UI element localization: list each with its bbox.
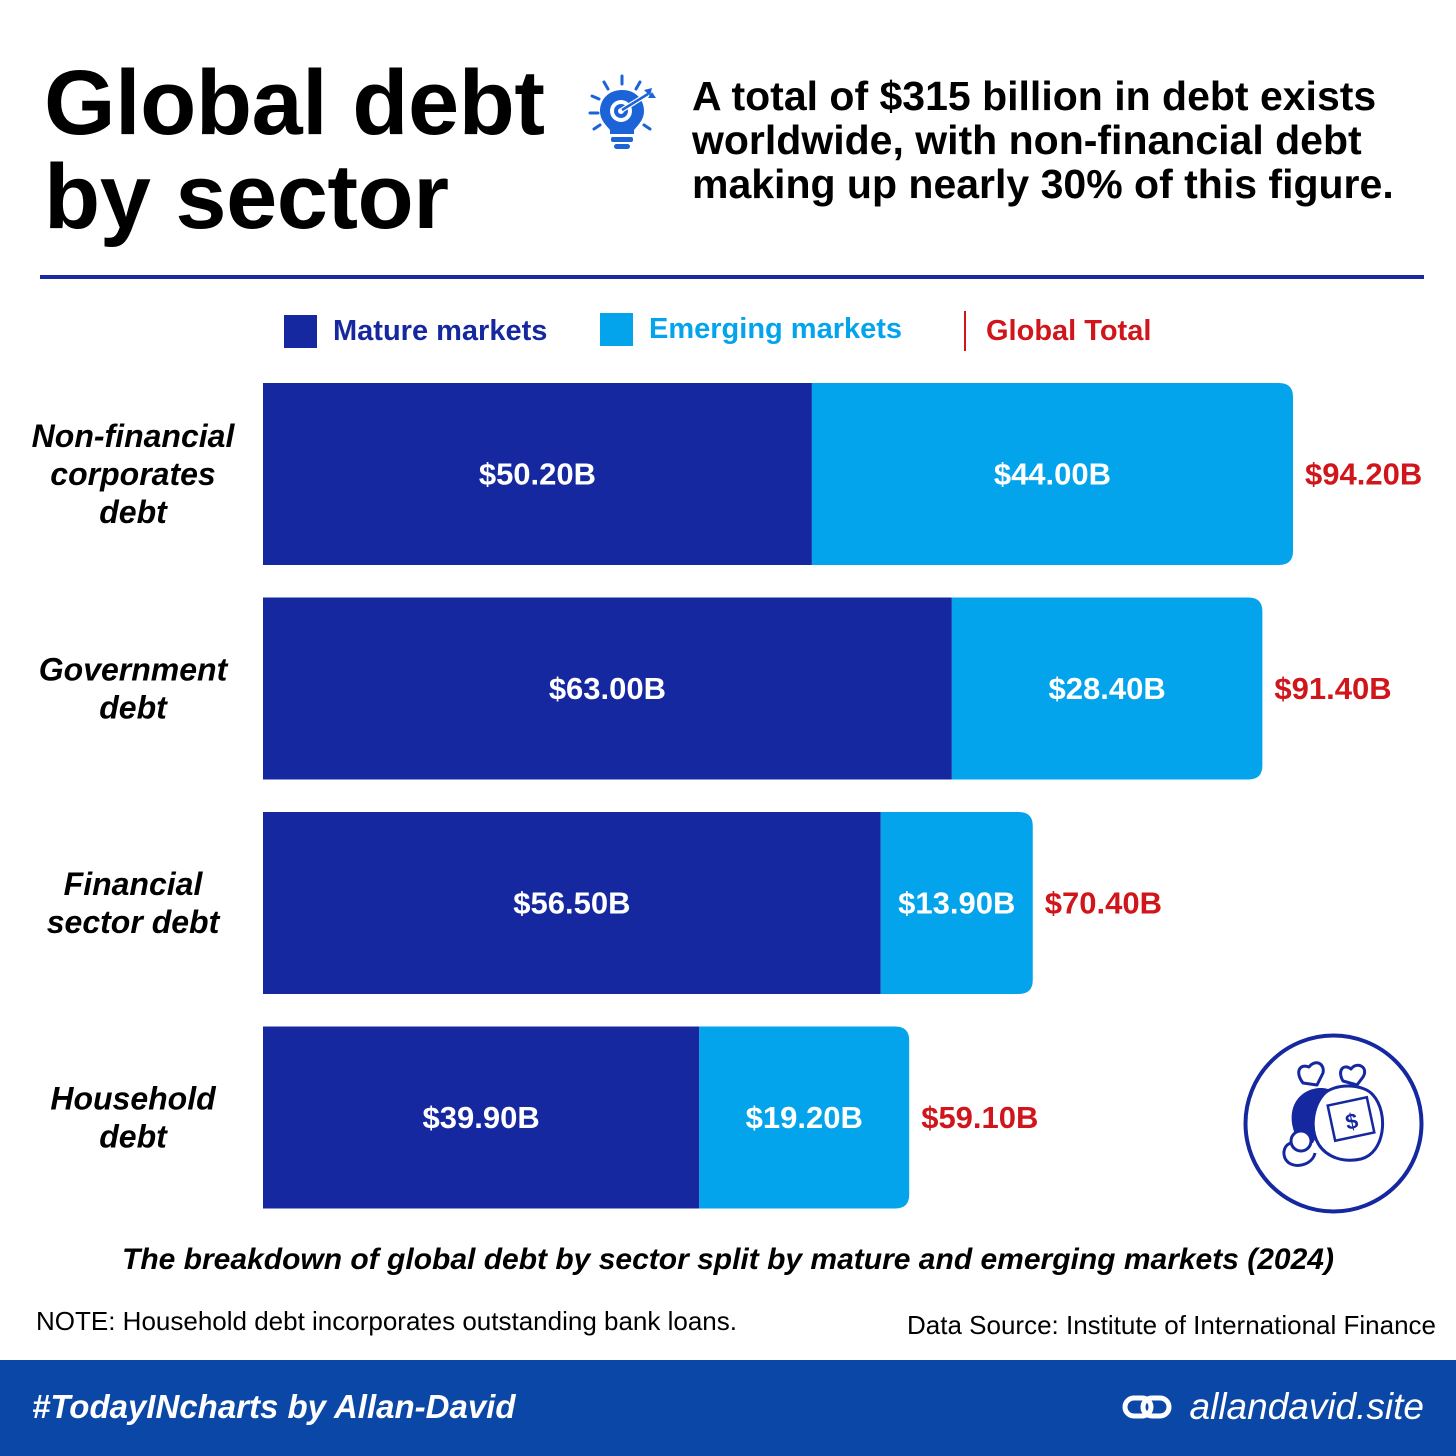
footer-bar: #TodayINcharts by Allan-David allandavid… xyxy=(0,1360,1456,1456)
category-label-line: sector debt xyxy=(47,904,221,940)
data-label-total: $91.40B xyxy=(1274,671,1391,706)
bar-emerging-markets xyxy=(811,383,1293,565)
legend-label-emerging: Emerging markets xyxy=(649,312,903,345)
bar-mature-markets xyxy=(263,1026,700,1209)
chart-subtitle: A total of $315 billion in debt exists w… xyxy=(692,73,1394,207)
data-label-emerging: $13.90B xyxy=(898,886,1015,921)
money-bags-icon: $ xyxy=(1243,1033,1424,1214)
data-label-total: $59.10B xyxy=(921,1100,1038,1135)
chart-caption: The breakdown of global debt by sector s… xyxy=(122,1243,1334,1276)
legend-item-emerging: Emerging markets xyxy=(600,306,902,352)
data-label-total: $70.40B xyxy=(1045,886,1162,921)
bar-emerging-markets xyxy=(951,597,1263,780)
category-label-line: debt xyxy=(99,690,168,726)
link-icon xyxy=(1122,1395,1172,1419)
chart-legend: Mature markets Emerging markets Global T… xyxy=(0,308,1456,354)
legend-label-total: Global Total xyxy=(986,314,1152,347)
data-label-emerging: $44.00B xyxy=(994,457,1111,492)
legend-item-mature: Mature markets xyxy=(284,308,547,354)
bar-mature-markets xyxy=(263,597,952,780)
data-label-total: $94.20B xyxy=(1305,457,1422,492)
svg-text:$: $ xyxy=(1343,1108,1360,1135)
data-label-mature: $63.00B xyxy=(549,671,666,706)
data-label-emerging: $28.40B xyxy=(1049,671,1166,706)
title-line-1: Global debt xyxy=(44,52,545,154)
footer-hashtag: #TodayINcharts by Allan-David xyxy=(32,1388,516,1425)
title-line-2: by sector xyxy=(44,146,449,248)
bar-emerging-markets xyxy=(699,1026,910,1209)
data-source: Data Source: Institute of International … xyxy=(907,1310,1436,1340)
bar-mature-markets xyxy=(263,383,812,565)
header-divider xyxy=(40,275,1424,279)
category-label: Financial sector debt xyxy=(47,866,221,940)
category-label-line: corporates xyxy=(50,456,215,492)
page-title: Global debt by sector xyxy=(44,56,604,244)
category-label-line: debt xyxy=(99,1119,168,1155)
category-label-line: Non-financial xyxy=(32,418,236,454)
lightbulb-with-target-icon xyxy=(588,74,656,149)
category-label: Household debt xyxy=(50,1081,217,1155)
chart-note: NOTE: Household debt incorporates outsta… xyxy=(36,1306,737,1336)
bar-emerging-markets xyxy=(880,812,1033,994)
bar-mature-markets xyxy=(263,812,881,994)
legend-item-total: Global Total xyxy=(964,308,1151,354)
category-label: Government debt xyxy=(39,652,229,726)
category-label-line: Government xyxy=(39,652,229,688)
footer-site-link[interactable]: allandavid.site xyxy=(1122,1386,1424,1428)
data-label-mature: $56.50B xyxy=(513,886,630,921)
legend-swatch-mature xyxy=(284,314,317,348)
category-label-line: Financial xyxy=(64,866,204,902)
category-label-line: debt xyxy=(99,494,168,530)
category-label-line: Household xyxy=(50,1081,217,1117)
data-label-emerging: $19.20B xyxy=(746,1100,863,1135)
legend-label-mature: Mature markets xyxy=(333,314,548,347)
legend-line-total xyxy=(964,311,966,351)
category-label: Non-financial corporates debt xyxy=(32,418,236,530)
data-label-mature: $50.20B xyxy=(479,457,596,492)
legend-swatch-emerging xyxy=(600,312,633,346)
footer-site-url[interactable]: allandavid.site xyxy=(1189,1386,1424,1427)
data-label-mature: $39.90B xyxy=(423,1100,540,1135)
